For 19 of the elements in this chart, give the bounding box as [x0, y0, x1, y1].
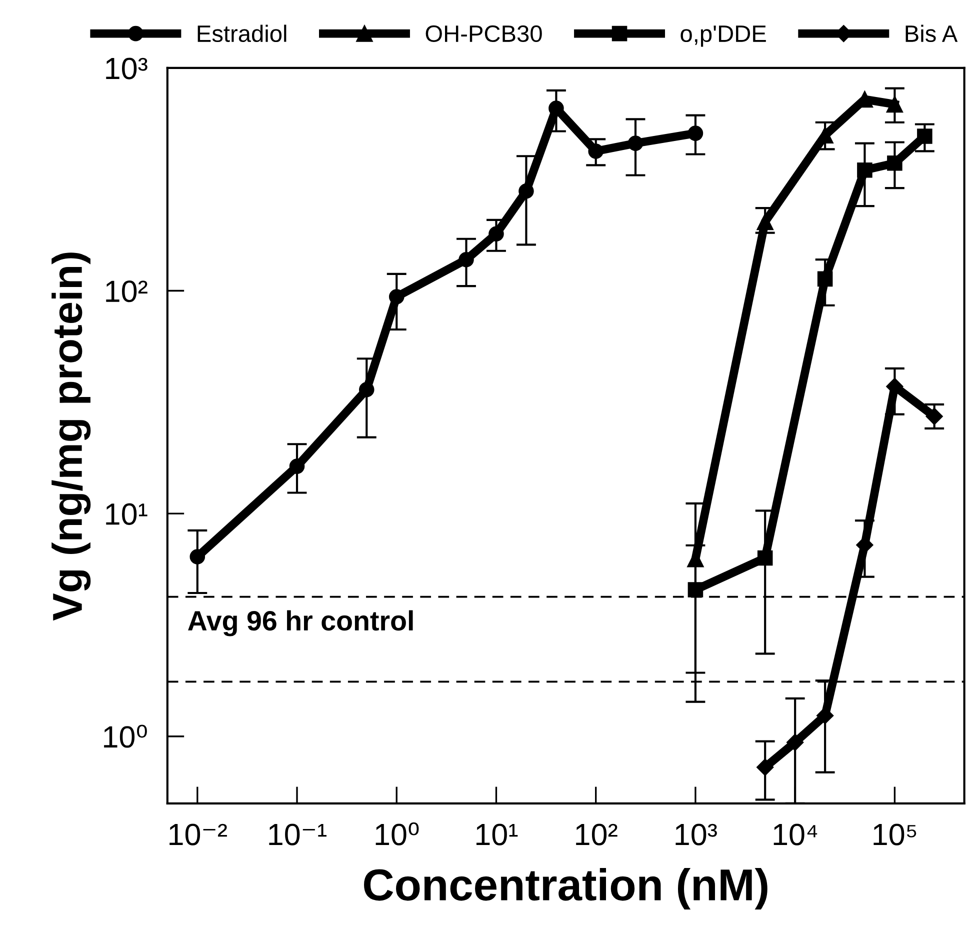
x-tick-label: 10² — [576, 824, 618, 846]
y-tick-label: 10⁰ — [104, 724, 147, 748]
y-tick-label: 10¹ — [106, 503, 148, 525]
y-axis-title: Vg (ng/mg protein) — [52, 252, 91, 621]
x-tick-label: 10⁻¹ — [269, 824, 326, 846]
x-tick-label: 10⁴ — [774, 824, 818, 846]
x-tick-label: 10¹ — [476, 824, 518, 846]
x-axis-title: Concentration (nM) — [364, 868, 768, 910]
annotation: Avg 96 hr control — [188, 610, 413, 636]
x-tick-label: 10⁻² — [170, 824, 227, 846]
legend-label: OH-PCB30 — [426, 25, 542, 42]
y-tick-label: 10² — [106, 280, 148, 302]
legend-label: o,p'DDE — [680, 26, 766, 47]
y-tick-label: 10³ — [106, 58, 148, 80]
x-tick-label: 10⁰ — [376, 822, 419, 846]
x-tick-label: 10³ — [676, 824, 717, 846]
legend-label: Bis A — [906, 24, 958, 42]
x-tick-label: 10⁵ — [874, 824, 916, 846]
legend-label: Estradiol — [198, 24, 286, 42]
